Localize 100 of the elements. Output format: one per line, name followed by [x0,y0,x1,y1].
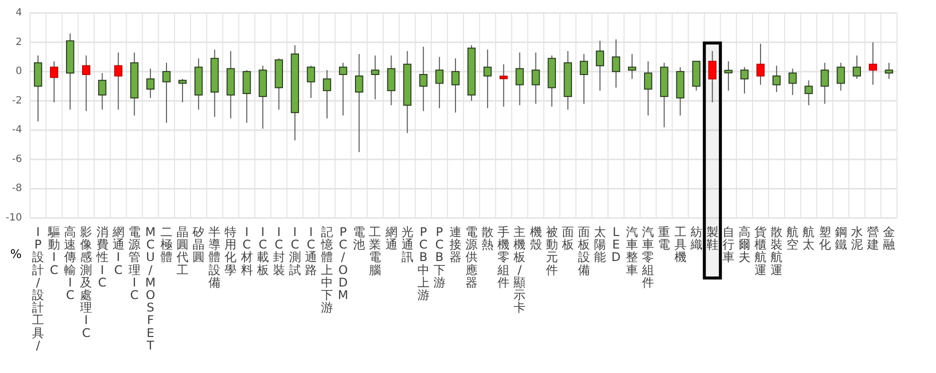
x-tick-label: 貨櫃航運 [754,225,767,277]
y-tick-label: -4 [12,124,22,136]
candlestick [50,60,58,103]
x-tick-label: 特用化學 [224,225,237,277]
x-tick-label: 光通訊 [401,225,414,264]
x-tick-label: 機殼 [530,225,542,252]
x-tick-label: 金融 [882,225,895,252]
x-tick-label: 半導體設備 [208,225,221,290]
x-tick-label: 散裝航運 [770,225,783,277]
y-tick-label: -2 [12,95,22,106]
x-tick-label: 驅動IC [47,225,60,277]
x-tick-label: 重電 [658,225,670,252]
candlestick [435,56,444,109]
x-tick-label: 晶圓代工 [176,225,189,277]
candlestick [516,52,524,106]
x-tick-label: 散熱 [482,225,494,252]
candlestick [162,62,171,124]
category-label: MCU/MOSFET [145,225,156,352]
x-tick-label: PCB中上游 [417,225,430,302]
x-tick-label: PCB下游 [433,225,446,290]
x-tick-label: 二極體 [160,225,172,264]
candlestick [114,52,122,110]
category-label: 影像感測及處理IC [80,225,92,340]
candlestick [532,52,540,104]
x-tick-label: 矽晶圓 [192,225,205,264]
x-tick-label: 電源管理IC [128,225,140,302]
candlestick [740,66,749,94]
category-label: IP設計/設計工具/ [32,225,44,352]
x-tick-label: 紡織 [689,225,702,252]
candlestick [387,54,396,106]
x-tick-label: 自行車 [722,225,734,264]
x-tick-label: 工業電腦 [369,225,382,277]
x-tick-label: IC材料 [240,225,253,277]
candlestick [419,46,428,112]
x-tick-label: 網通IC [111,225,124,277]
x-tick-label: 航太 [802,225,815,252]
x-tick-label: IC載板 [256,225,269,277]
x-tick-label: 面板設備 [576,225,590,277]
x-tick-label: 太陽能 [594,225,606,264]
candlestick [371,54,380,100]
x-tick-label: 記憶體上中下游 [320,225,334,315]
candlestick [804,80,813,106]
x-tick-label: 手機零組件 [496,225,510,290]
y-axis-title: % [10,247,22,261]
x-tick-label: 消費性IC [95,225,108,290]
candlestick [644,60,652,116]
x-tick-label: 高速傳輸IC [63,225,76,302]
x-tick-label: 汽車零組件 [641,225,654,290]
candlestick [708,50,716,103]
candlestick [724,60,733,92]
candlestick [338,62,348,116]
candlestick [322,70,332,119]
x-tick-label: 電源供應器 [466,225,478,290]
candlestick [612,38,620,88]
candlestick [242,70,251,124]
candlestick [836,62,845,92]
candlestick [772,65,781,93]
candlestick [306,65,316,98]
candlestick [788,68,797,96]
candlestick [483,49,492,109]
y-tick-label: 0 [16,66,22,78]
x-tick-label: 鋼鐵 [834,225,847,252]
x-tick-label: 工具機 [674,225,686,264]
x-tick-label: 高爾夫 [738,225,750,264]
candlestick [820,62,829,104]
x-tick-label: 塑化 [818,225,831,252]
y-tick-label: -6 [12,154,22,165]
y-tick-label: -8 [12,183,22,194]
candlestick [628,54,636,80]
x-tick-label: 營建 [866,225,879,252]
x-tick-label: IC測試 [288,225,301,277]
candlestick [596,40,604,92]
x-tick-label: 主機板/顯示卡 [512,225,526,315]
candlestick [451,58,460,114]
candlestick [868,42,878,86]
x-tick-label: IC封裝 [272,225,285,277]
candlestick [580,54,588,104]
x-tick-label: 面板 [560,225,574,252]
x-tick-label: 連接器 [449,225,462,264]
x-tick-label: 汽車整車 [626,225,638,277]
candlestick [82,54,90,112]
y-tick-label: 4 [16,8,22,18]
x-tick-label: IC通路 [304,225,317,277]
candlestick [178,78,187,103]
candlestick [852,54,861,80]
x-tick-label: 水泥 [850,225,863,252]
candlestick [500,64,508,108]
x-tick-label: 被動元件 [546,225,558,277]
x-tick-label: LED [611,225,621,264]
candlestick [884,62,894,80]
x-tick-label: 航空 [786,225,799,252]
x-tick-label: 網通 [384,225,398,252]
candlestick [98,72,106,110]
y-tick-label: 2 [16,36,22,48]
y-tick-label: -10 [6,212,22,224]
x-tick-label: PC/ODM [338,225,348,302]
x-tick-label: 製鞋 [706,225,718,252]
candlestick [146,68,155,98]
candlestick [355,54,364,153]
x-tick-label: 電池 [353,225,366,252]
